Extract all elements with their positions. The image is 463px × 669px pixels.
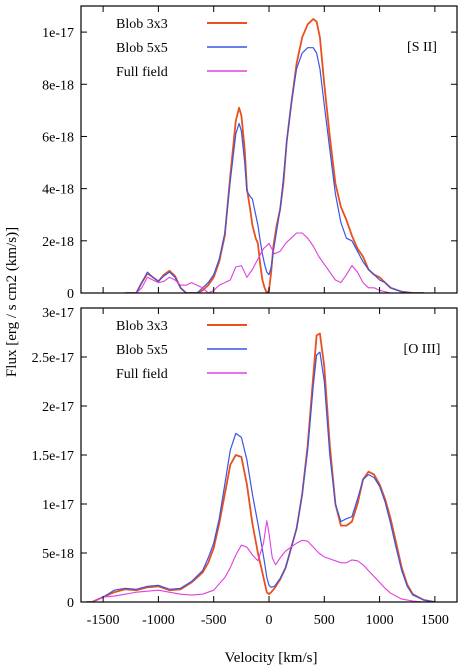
panel-2-x-tick-label: 500 xyxy=(314,613,335,628)
panel-1-y-tick-label: 6e-18 xyxy=(42,130,74,145)
panel-2-x-tick-label: -500 xyxy=(201,613,227,628)
panel-1-label: [S II] xyxy=(407,40,437,55)
panel-2-x-tick-label: 0 xyxy=(266,613,273,628)
panel-2-label: [O III] xyxy=(404,342,441,357)
y-axis-label: Flux [erg / s cm2 (km/s)] xyxy=(4,227,20,377)
panel-1-y-tick-label: 0 xyxy=(67,287,74,302)
x-axis-label: Velocity [km/s] xyxy=(225,650,318,666)
panel-1-series-1-line xyxy=(125,18,424,293)
panel-1-y-tick-label: 4e-18 xyxy=(42,183,74,198)
panel-2-legend-label-2: Blob 5x5 xyxy=(116,343,168,358)
panel-2-x-tick-label: -1500 xyxy=(87,613,120,628)
panel-2-series-1-line xyxy=(86,332,436,602)
panel-1-series-2-line xyxy=(125,47,424,293)
panel-1-legend-label-2: Blob 5x5 xyxy=(116,41,168,56)
panel-1-y-tick-label: 8e-18 xyxy=(42,78,74,93)
panel-2-series-3-line xyxy=(91,520,435,602)
panel-2-legend-label-1: Blob 3x3 xyxy=(116,319,168,334)
panel-1-legend-label-3: Full field xyxy=(116,65,168,80)
panel-2-y-tick-label: 0 xyxy=(67,596,74,611)
panel-1-legend-label-1: Blob 3x3 xyxy=(116,17,168,32)
panel-2-x-tick-label: -1000 xyxy=(142,613,175,628)
panel-2-y-tick-label: 2.5e-17 xyxy=(32,351,74,366)
panel-1-y-tick-label: 2e-18 xyxy=(42,235,74,250)
panel-2-y-tick-label: 1e-17 xyxy=(42,498,74,513)
panel-2-x-tick-label: 1000 xyxy=(366,613,394,628)
panel-2-y-tick-label: 3e-17 xyxy=(42,306,74,321)
panel-2-y-tick-label: 1.5e-17 xyxy=(32,449,74,464)
panel-2-x-tick-label: 1500 xyxy=(421,613,449,628)
panel-2-legend-label-3: Full field xyxy=(116,367,168,382)
panel-2-series-2-line xyxy=(86,351,436,602)
panel-2-y-tick-label: 2e-17 xyxy=(42,400,74,415)
panel-1-y-tick-label: 1e-17 xyxy=(42,26,74,41)
panel-1-series-3-line xyxy=(130,232,413,293)
panel-2-y-tick-label: 5e-18 xyxy=(42,547,74,562)
